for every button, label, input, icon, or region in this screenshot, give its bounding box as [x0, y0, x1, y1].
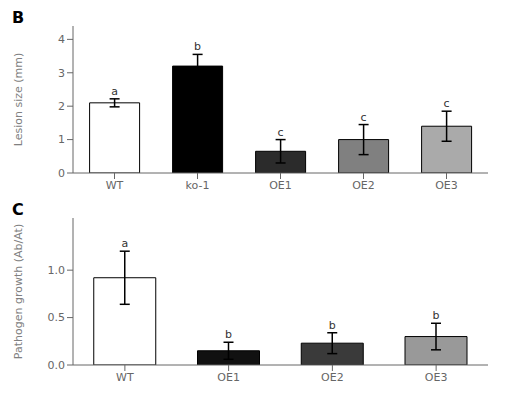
svg-text:OE3: OE3: [435, 179, 458, 192]
svg-text:1.0: 1.0: [48, 264, 66, 277]
svg-text:b: b: [225, 328, 232, 341]
svg-text:c: c: [278, 126, 284, 139]
svg-text:OE1: OE1: [217, 371, 240, 384]
svg-text:OE2: OE2: [321, 371, 344, 384]
svg-text:4: 4: [58, 33, 65, 46]
svg-text:Lesion size (mm): Lesion size (mm): [12, 53, 25, 147]
svg-text:b: b: [433, 309, 440, 322]
svg-text:b: b: [194, 40, 201, 53]
svg-text:c: c: [361, 111, 367, 124]
svg-text:OE1: OE1: [269, 179, 292, 192]
svg-text:a: a: [121, 237, 128, 250]
svg-text:OE2: OE2: [352, 179, 375, 192]
svg-text:0.5: 0.5: [48, 311, 66, 324]
svg-text:c: c: [444, 97, 450, 110]
html-text:B: B: [12, 8, 25, 27]
svg-text:WT: WT: [106, 179, 124, 192]
svg-text:a: a: [111, 85, 118, 98]
svg-text:Pathogen growth (Ab/At): Pathogen growth (Ab/At): [12, 224, 25, 359]
svg-text:0.0: 0.0: [48, 359, 66, 372]
svg-text:OE3: OE3: [425, 371, 448, 384]
svg-text:WT: WT: [116, 371, 134, 384]
svg-text:ko-1: ko-1: [186, 179, 210, 192]
svg-text:b: b: [329, 319, 336, 332]
svg-text:2: 2: [58, 100, 65, 113]
svg-text:3: 3: [58, 67, 65, 80]
svg-text:0: 0: [58, 167, 65, 180]
html-text:C: C: [12, 200, 24, 219]
svg-text:1: 1: [58, 133, 65, 146]
